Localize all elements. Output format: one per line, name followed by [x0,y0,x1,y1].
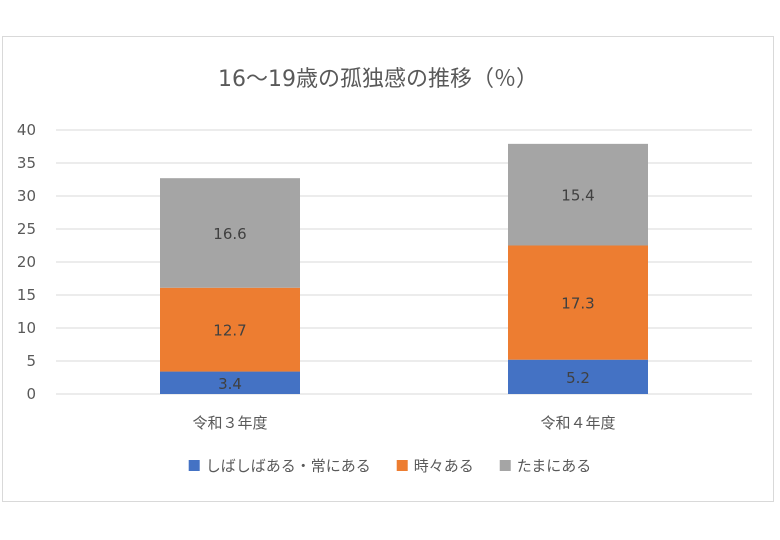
y-tick-label: 40 [17,121,36,139]
bars [160,143,648,394]
y-tick-label: 5 [26,352,36,370]
x-category-label: 令和４年度 [540,414,615,432]
y-tick-label: 10 [17,319,36,337]
x-category-label: 令和３年度 [192,414,267,432]
bar-segment [508,143,648,246]
legend-label: 時々ある [414,457,474,475]
legend-swatch [188,460,200,471]
data-labels: 3.4 12.7 16.6 5.2 17.3 15.4 [213,187,594,393]
y-tick-label: 30 [17,187,36,205]
legend-label: しばしばある・常にある [206,457,371,475]
legend-swatch [396,460,408,471]
legend-label: たまにある [517,457,592,475]
data-label: 12.7 [213,322,246,340]
data-label: 17.3 [561,295,594,313]
bar-segment [508,245,648,360]
y-axis: 0 5 10 15 20 25 30 35 40 [17,121,36,403]
data-label: 16.6 [213,225,246,243]
data-label: 15.4 [561,187,594,205]
legend: しばしばある・常にある 時々ある たまにある [188,457,592,475]
y-tick-label: 20 [17,253,36,271]
legend-swatch [499,460,511,471]
data-label: 5.2 [566,369,590,387]
y-tick-label: 0 [26,385,36,403]
y-tick-label: 35 [17,154,36,172]
data-label: 3.4 [218,375,242,393]
chart-title: 16～19歳の孤独感の推移（％） [218,67,538,92]
bar-segment [160,178,300,288]
bar-segment [508,359,648,394]
y-tick-label: 25 [17,220,36,238]
bar-segment [160,287,300,372]
y-tick-label: 15 [17,286,36,304]
x-axis: 令和３年度 令和４年度 [192,414,615,432]
bar-segment [160,371,300,394]
